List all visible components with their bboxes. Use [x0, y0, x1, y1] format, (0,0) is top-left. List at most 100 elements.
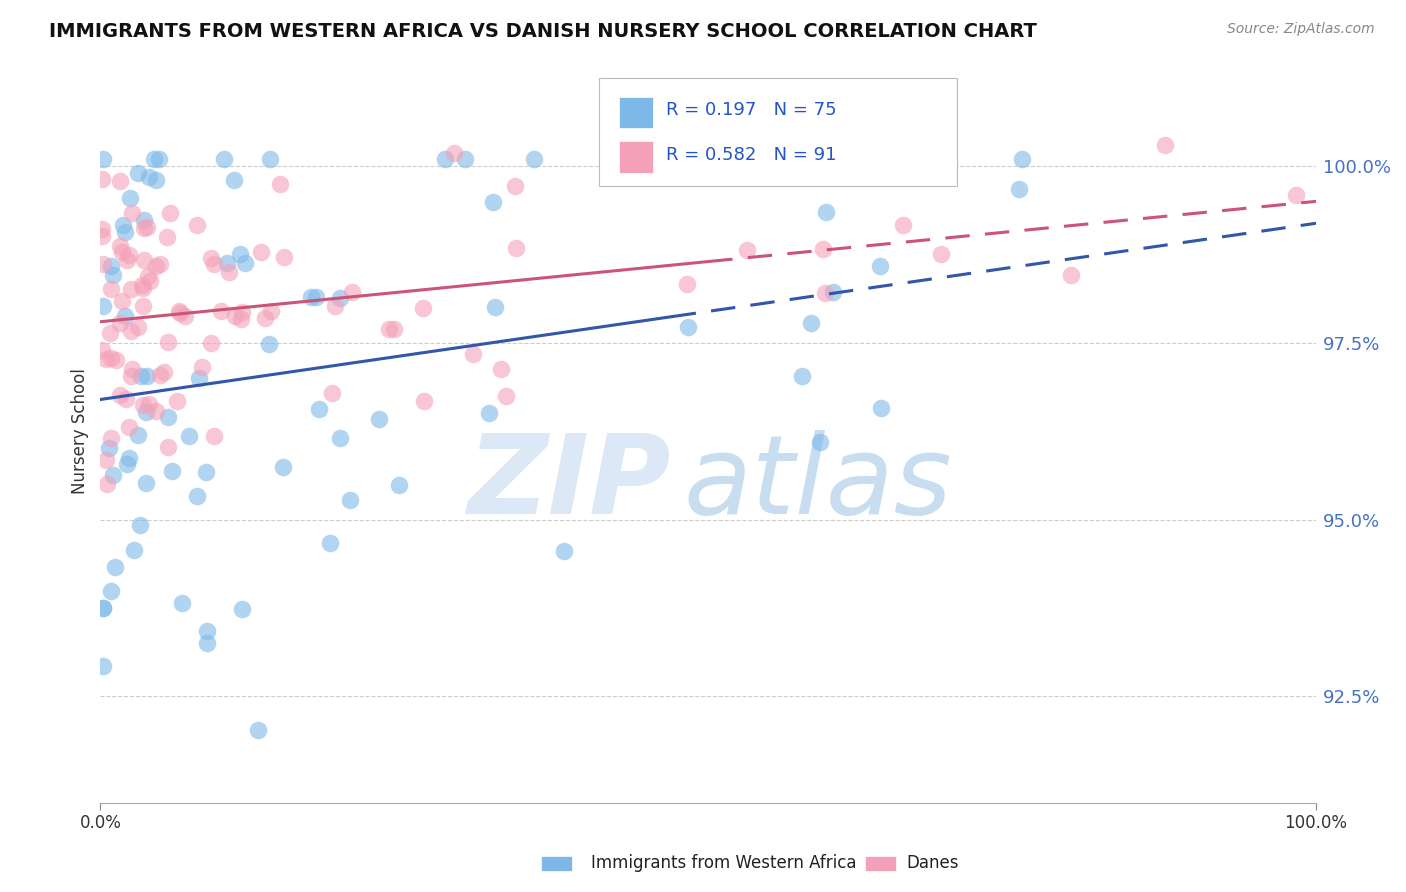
Point: [202, 257, 225, 271]
Point: [412, 301, 434, 316]
Point: [503, 178, 526, 193]
Point: [90, 172, 112, 186]
Point: [91, 221, 114, 235]
Point: [186, 489, 208, 503]
Point: [433, 152, 456, 166]
Point: [174, 309, 197, 323]
Point: [893, 218, 915, 232]
Point: [121, 206, 143, 220]
Point: [120, 282, 142, 296]
Point: [253, 310, 276, 325]
Point: [929, 247, 952, 261]
Point: [218, 265, 240, 279]
Point: [257, 337, 280, 351]
Point: [153, 365, 176, 379]
Point: [91, 658, 114, 673]
Text: Danes: Danes: [907, 855, 959, 872]
Point: [145, 404, 167, 418]
Point: [143, 152, 166, 166]
Point: [195, 636, 218, 650]
Point: [1008, 182, 1031, 196]
Point: [323, 299, 346, 313]
Bar: [620, 96, 654, 128]
Point: [157, 440, 180, 454]
Point: [134, 212, 156, 227]
Point: [814, 286, 837, 301]
Point: [413, 393, 436, 408]
Point: [114, 309, 136, 323]
Point: [481, 194, 503, 209]
Point: [388, 478, 411, 492]
Point: [132, 299, 155, 313]
Point: [342, 285, 364, 299]
Point: [100, 431, 122, 445]
Point: [792, 369, 814, 384]
Point: [463, 347, 485, 361]
Point: [127, 427, 149, 442]
Point: [382, 321, 405, 335]
Point: [135, 368, 157, 383]
Point: [200, 335, 222, 350]
Point: [368, 412, 391, 426]
Point: [491, 362, 513, 376]
Point: [222, 172, 245, 186]
Point: [308, 402, 330, 417]
Point: [1285, 188, 1308, 202]
Point: [104, 560, 127, 574]
Point: [120, 369, 142, 384]
Point: [1011, 152, 1033, 166]
Point: [160, 464, 183, 478]
Point: [169, 304, 191, 318]
Point: [229, 312, 252, 326]
Text: IMMIGRANTS FROM WESTERN AFRICA VS DANISH NURSERY SCHOOL CORRELATION CHART: IMMIGRANTS FROM WESTERN AFRICA VS DANISH…: [49, 22, 1038, 41]
Point: [869, 259, 891, 273]
Point: [148, 152, 170, 166]
Point: [652, 152, 675, 166]
Point: [114, 225, 136, 239]
Point: [145, 173, 167, 187]
Point: [91, 601, 114, 615]
Point: [170, 596, 193, 610]
Point: [91, 228, 114, 243]
Point: [478, 406, 501, 420]
Point: [495, 389, 517, 403]
Text: R = 0.582   N = 91: R = 0.582 N = 91: [665, 145, 837, 164]
Point: [273, 460, 295, 475]
Point: [120, 191, 142, 205]
Point: [166, 394, 188, 409]
Point: [735, 244, 758, 258]
Point: [329, 291, 352, 305]
Point: [91, 601, 114, 615]
Point: [443, 145, 465, 160]
Point: [378, 322, 401, 336]
Point: [870, 401, 893, 415]
Point: [229, 247, 252, 261]
Point: [800, 316, 823, 330]
Point: [808, 434, 831, 449]
Point: [505, 241, 527, 255]
Point: [250, 244, 273, 259]
Point: [105, 353, 128, 368]
Point: [273, 250, 295, 264]
Point: [159, 206, 181, 220]
Point: [319, 536, 342, 550]
Point: [676, 320, 699, 334]
Point: [217, 255, 239, 269]
Point: [200, 251, 222, 265]
Point: [156, 229, 179, 244]
Point: [98, 441, 121, 455]
Point: [157, 409, 180, 424]
Point: [1060, 268, 1083, 282]
Point: [484, 300, 506, 314]
Point: [191, 359, 214, 374]
Point: [90, 343, 112, 357]
Point: [91, 300, 114, 314]
Point: [101, 268, 124, 283]
Point: [118, 450, 141, 465]
Point: [108, 239, 131, 253]
Text: atlas: atlas: [683, 430, 952, 537]
Point: [110, 388, 132, 402]
Point: [124, 542, 146, 557]
Point: [202, 429, 225, 443]
Point: [187, 370, 209, 384]
